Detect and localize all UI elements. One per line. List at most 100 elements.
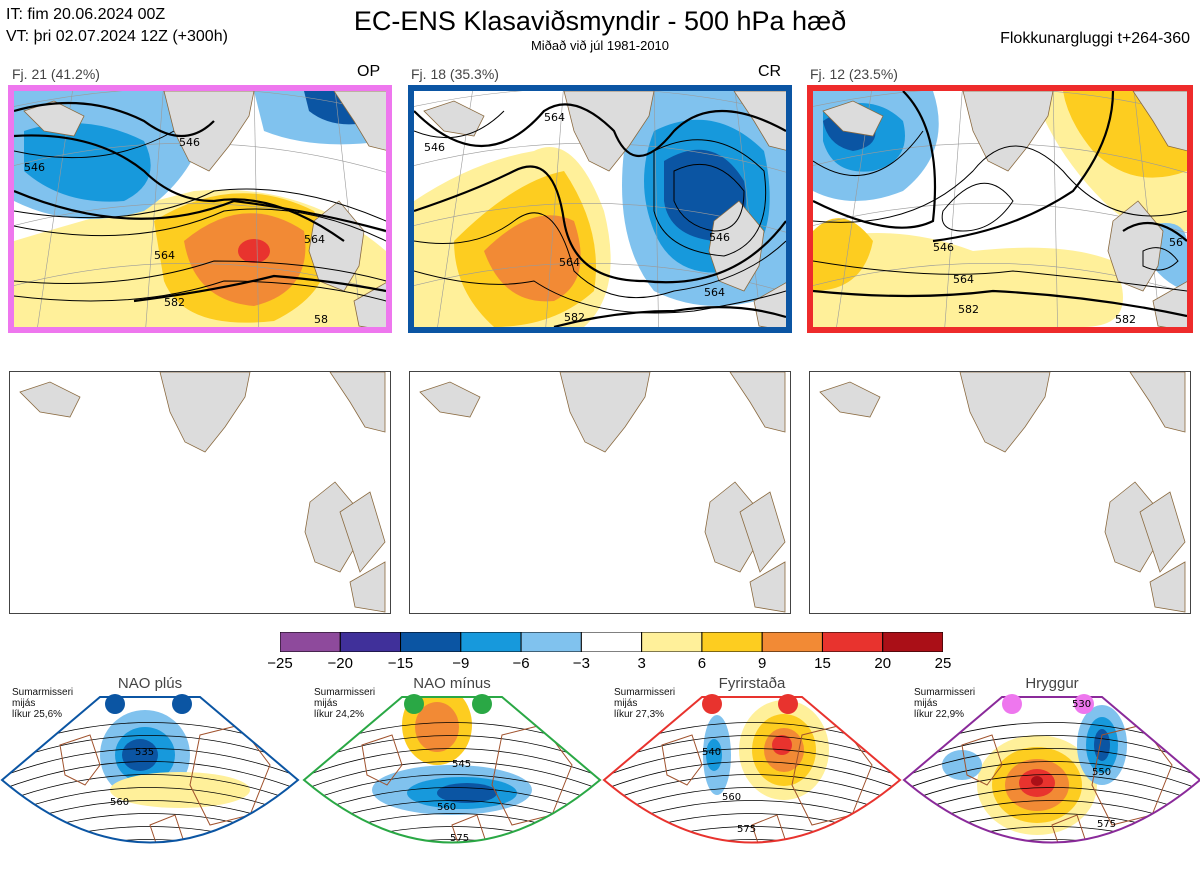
cluster-map-3: 546 564 582 582 56 [807,85,1193,333]
contour-label: 564 [304,233,325,246]
colorbar-swatch [701,631,763,653]
anomaly-shading [772,735,792,755]
anomaly-shading [942,750,982,780]
regime-meta-line: mijás [12,698,36,709]
colorbar-tick: 20 [874,655,892,672]
contour-label: 560 [722,792,741,803]
coastline [59,734,101,786]
colorbar-swatch [400,631,462,653]
coastline [961,734,1003,786]
contour-label: 564 [953,273,974,286]
regime-map: 530 550 575 [902,694,1200,844]
page-subtitle: Miðað við júl 1981-2010 [530,38,670,53]
height-contour [304,761,600,795]
colorbar-tick: 3 [637,655,646,672]
colorbar-swatch [279,631,341,653]
regime-title: Hryggur [1025,675,1079,692]
contour-label: 546 [933,241,954,254]
contour-label: 560 [110,797,129,808]
contour-label: 540 [702,747,721,758]
contour-label: 550 [1092,767,1111,778]
anomaly-shading [415,702,459,752]
contour-label: 582 [958,303,979,316]
colorbar-tick: 15 [814,655,831,672]
colorbar-swatch [882,631,944,653]
cluster-2-tag: CR [758,63,782,80]
regime-frame [0,696,300,844]
regime-panel: 540 560 575 Fyrirstaða Sumarmisseri mijás líku… [602,675,902,871]
height-contour [604,826,900,843]
cluster-map-3-graphic: 546 564 582 582 56 [813,91,1187,327]
coastline [451,814,488,843]
height-contour [904,774,1200,808]
regime-marker-dot [702,694,722,714]
regime-meta: Sumarmisseri mijás líkur 27,3% [614,687,694,720]
height-contour [2,813,298,843]
height-contour [304,774,600,808]
regime-meta-line: líkur 24,2% [314,709,365,720]
regime-frame [602,696,902,844]
height-contour [904,839,1200,843]
colorbar-ticks: −25 −20 −15 −9 −6 −3 3 6 9 15 20 25 [267,655,951,673]
colorbar-swatch [641,631,703,653]
cluster-map-2-graphic: 546 564 546 564 564 582 [414,91,786,327]
colorbar-tick: 9 [758,655,767,672]
height-contour [304,748,600,782]
anomaly-shading [1031,776,1043,786]
regime-marker-dot [105,694,125,714]
anomaly-shading [122,739,158,771]
colorbar-tick: 25 [934,655,952,672]
colorbar-tick: −9 [452,655,470,672]
colorbar-graphic [279,631,944,653]
contour-label: 575 [1097,819,1116,830]
colorbar-swatch [821,631,884,653]
contour-label: 545 [452,759,471,770]
coastline [1051,814,1088,843]
regime-meta-line: líkur 27,3% [614,709,665,720]
colorbar-tick: −3 [572,655,590,672]
regime-marker-dot [472,694,492,714]
regime-meta-line: Sumarmisseri [314,687,376,698]
anomaly-shading [110,772,250,808]
contour-label: 564 [154,249,175,262]
coastline [149,814,186,843]
regime-meta: Sumarmisseri mijás líkur 22,9% [914,687,994,720]
regime-marker-dot [172,694,192,714]
colorbar-tick: −25 [267,655,293,672]
page-title: EC-ENS Klasaviðsmyndir - 500 hPa hæð [353,6,847,36]
regime-meta-line: Sumarmisseri [614,687,676,698]
regime-map: 535 560 [0,694,300,844]
colorbar-swatch [761,631,823,653]
cluster-map-1: 546 546 564 564 582 58 [8,85,392,333]
contour-label: 564 [544,111,565,124]
regime-title: NAO plús [117,675,183,692]
regime-title: NAO mínus [413,675,491,692]
regime-panel: 545 560 575 NAO mínus Sumarmisseri mijás líkur… [302,675,602,871]
regime-meta-line: Sumarmisseri [12,687,74,698]
height-contour [604,748,900,782]
height-contour [2,761,298,795]
contour-label: 560 [437,802,456,813]
colorbar-tick: −6 [512,655,530,672]
regime-map: 540 560 575 [602,694,902,844]
regime-meta-line: Sumarmisseri [914,687,976,698]
regime-marker-dot [404,694,424,714]
cluster-1-label: Fj. 21 (41.2%) [12,66,100,82]
height-contour [2,774,298,808]
empty-map-2 [409,371,791,614]
contour-label: 535 [135,747,154,758]
contour-label: 546 [424,141,445,154]
height-contour [604,761,900,795]
contour-label: 58 [314,313,328,326]
regime-meta: Sumarmisseri mijás líkur 25,6% [12,687,92,720]
regime-frame [302,696,602,844]
cluster-1-tag: OP [357,63,381,80]
coastline [361,734,403,786]
regime-marker-dot [778,694,798,714]
colorbar-swatch [580,631,643,653]
classification-window: Flokkunargluggi t+264-360 [1000,30,1190,47]
regime-map: 545 560 575 [302,694,602,844]
regime-meta-line: mijás [314,698,338,709]
height-contour [304,839,600,843]
contour-label: 582 [164,296,185,309]
